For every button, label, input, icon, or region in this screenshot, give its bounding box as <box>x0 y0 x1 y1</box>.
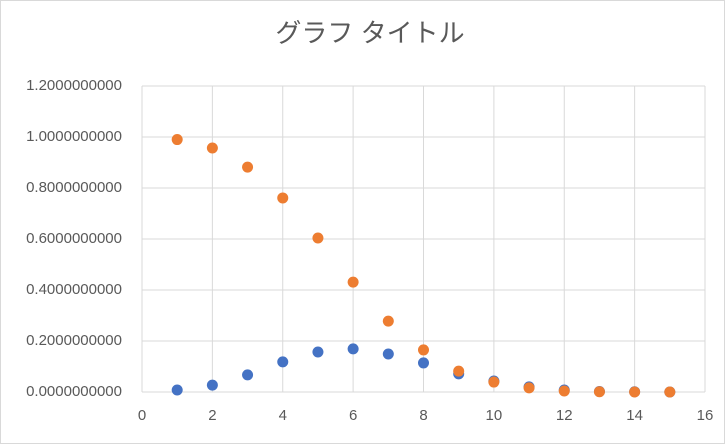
x-tick-label: 6 <box>349 407 357 424</box>
x-tick-label: 2 <box>208 407 216 424</box>
y-tick-label: 0.0000000000 <box>26 383 122 400</box>
x-tick-label: 0 <box>138 407 146 424</box>
point <box>242 161 254 173</box>
point <box>488 376 500 388</box>
point <box>312 232 324 244</box>
x-tick-label: 12 <box>556 407 573 424</box>
point <box>277 356 289 368</box>
point <box>171 134 183 146</box>
y-tick-label: 0.8000000000 <box>26 179 122 196</box>
y-tick-label: 0.4000000000 <box>26 281 122 298</box>
point <box>382 348 394 360</box>
point <box>242 369 254 381</box>
point <box>277 192 289 204</box>
point <box>629 386 641 398</box>
point <box>664 386 676 398</box>
chart-title: グラフ タイトル <box>275 18 464 48</box>
point <box>347 343 359 355</box>
point <box>453 365 465 377</box>
x-tick-label: 8 <box>419 407 427 424</box>
point <box>558 385 570 397</box>
y-tick-label: 1.0000000000 <box>26 128 122 145</box>
point <box>312 346 324 358</box>
y-tick-label: 1.2000000000 <box>26 77 122 94</box>
x-tick-label: 14 <box>626 407 643 424</box>
point <box>418 344 429 356</box>
point <box>347 276 359 288</box>
point <box>171 384 183 396</box>
x-tick-label: 16 <box>697 407 714 424</box>
point <box>418 357 429 369</box>
point <box>206 379 218 391</box>
point <box>593 386 605 398</box>
point <box>206 142 218 154</box>
x-tick-label: 10 <box>486 407 503 424</box>
point <box>523 382 535 394</box>
point <box>382 315 394 327</box>
x-tick-label: 4 <box>279 407 287 424</box>
y-tick-label: 0.6000000000 <box>26 230 122 247</box>
y-tick-label: 0.2000000000 <box>26 332 122 349</box>
